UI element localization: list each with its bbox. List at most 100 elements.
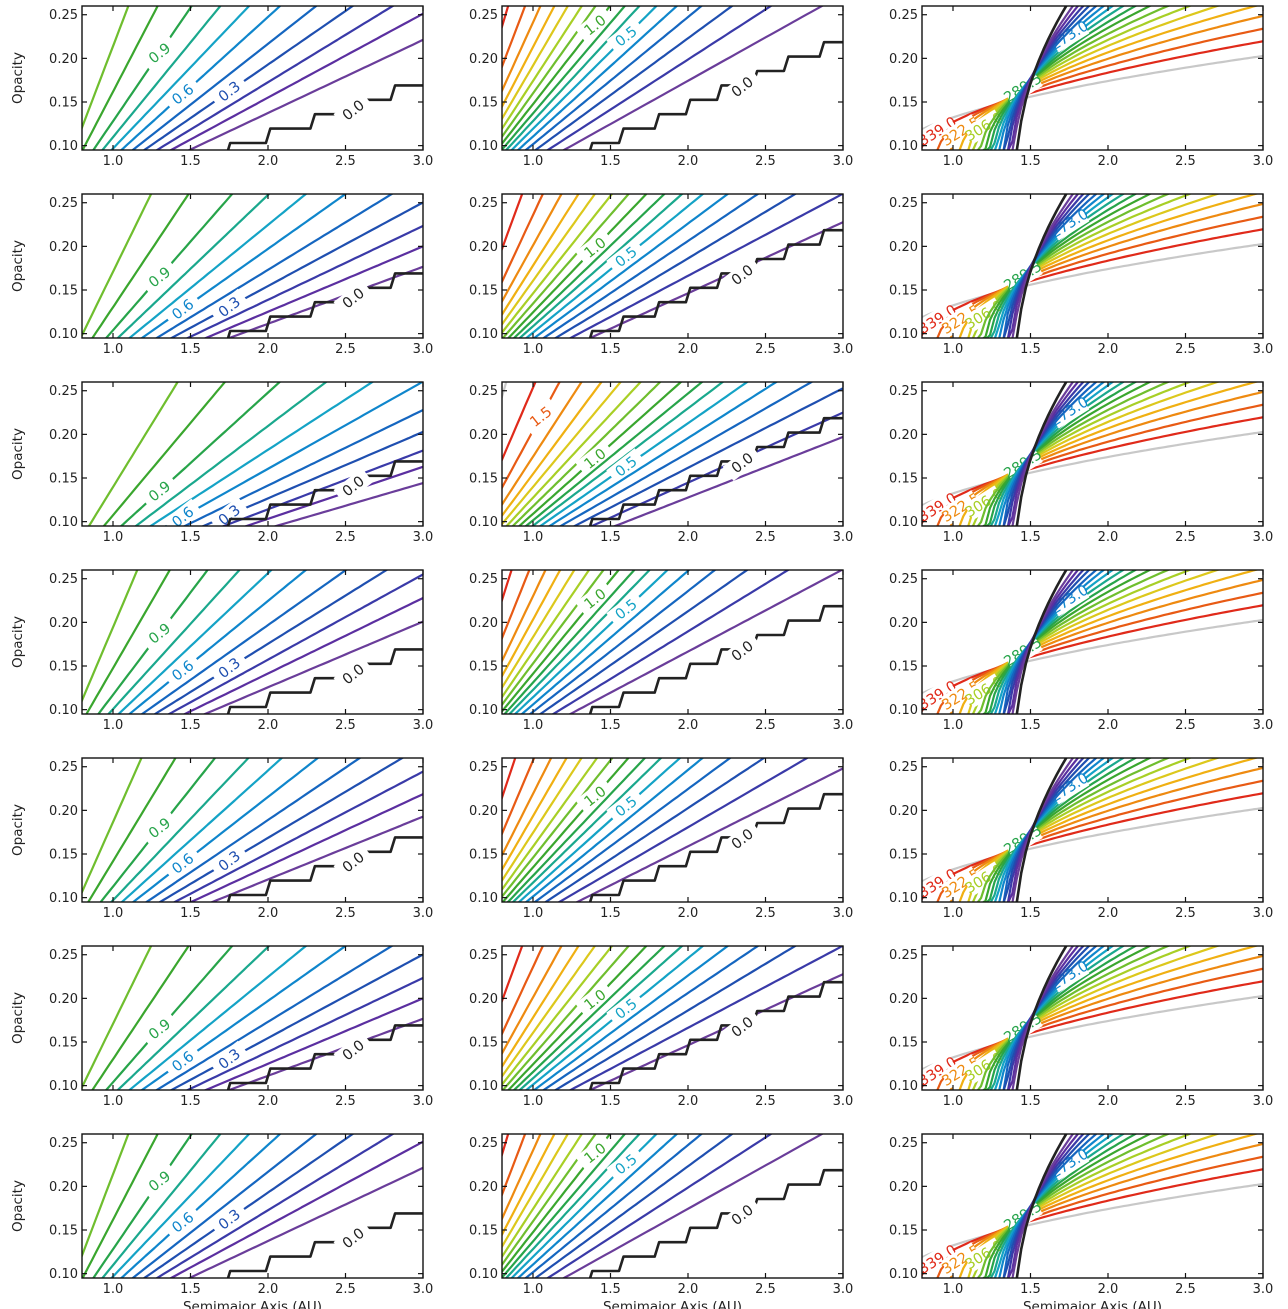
y-axis-label: Opacity [10, 428, 26, 480]
x-tick-label: 2.5 [755, 154, 776, 169]
contour-line [1002, 1134, 1098, 1278]
contour-line [169, 953, 423, 1090]
contour-line [502, 6, 597, 139]
x-tick-label: 3.0 [413, 530, 434, 545]
contour-line [182, 596, 423, 714]
contour-line [1006, 946, 1085, 1090]
x-tick-label: 2.0 [258, 154, 279, 169]
contour-line [976, 570, 1171, 714]
contour-line [99, 758, 217, 902]
y-tick-label: 0.15 [889, 1224, 918, 1239]
contour-line [116, 946, 271, 1090]
x-tick-label: 1.0 [943, 154, 964, 169]
y-tick-label: 0.10 [49, 327, 78, 342]
contour-line [502, 946, 563, 1056]
y-tick-label: 0.25 [889, 760, 918, 775]
contour-line [553, 194, 798, 338]
contour-line [97, 570, 209, 714]
x-tick-label: 3.0 [833, 154, 854, 169]
contour-line [166, 573, 423, 714]
y-tick-label: 0.25 [49, 8, 78, 23]
y-tick-label: 0.15 [889, 660, 918, 675]
contour-line [568, 946, 843, 1090]
x-tick-label: 1.0 [523, 342, 544, 357]
x-tick-label: 3.0 [413, 906, 434, 921]
x-tick-label: 2.5 [755, 906, 776, 921]
panel-row1-col1: 0.90.6 0.30.01.0 1.5 2.0 2.5 3.00.100.150.200… [10, 5, 434, 169]
contour-line [936, 215, 1263, 338]
contour-line [922, 946, 1075, 1090]
x-tick-label: 2.5 [755, 1094, 776, 1109]
contour-line [102, 382, 227, 526]
y-tick-label: 0.10 [889, 1267, 918, 1282]
contour-line [1006, 570, 1085, 714]
contour-line [502, 6, 510, 31]
contour-line [502, 194, 580, 317]
contour-line [203, 997, 423, 1090]
contour-line [502, 570, 562, 679]
contour-line [989, 758, 1126, 902]
x-tick-label: 1.0 [943, 1094, 964, 1109]
contour-line [512, 194, 666, 338]
contour-line [182, 408, 423, 526]
axes-frame [81, 5, 424, 151]
contour-line [82, 1134, 159, 1278]
contour-line [110, 1134, 251, 1278]
contour-line [922, 806, 1263, 883]
contour-line [502, 382, 623, 526]
contour-line [503, 570, 636, 714]
x-tick-label: 2.0 [1098, 906, 1119, 921]
x-tick-label: 2.5 [1175, 718, 1196, 733]
contour-line [981, 758, 1153, 902]
axes-frame [501, 193, 844, 339]
x-tick-label: 3.0 [413, 154, 434, 169]
contour-line [169, 201, 423, 338]
contour-line [971, 1134, 1193, 1278]
contour-line [989, 570, 1126, 714]
x-tick-label: 1.0 [943, 906, 964, 921]
x-tick-label: 3.0 [1253, 1094, 1274, 1109]
x-tick-label: 3.0 [1253, 718, 1274, 733]
contour-line [993, 758, 1115, 902]
contour-line [502, 6, 570, 121]
x-tick-label: 1.5 [600, 906, 621, 921]
y-tick-label: 0.10 [889, 1079, 918, 1094]
contour-line [119, 1134, 282, 1278]
contour-line [127, 570, 308, 714]
y-tick-label: 0.15 [889, 848, 918, 863]
contour-line [1002, 758, 1098, 902]
y-tick-label: 0.20 [49, 1180, 78, 1195]
contour-line [506, 946, 648, 1090]
y-tick-label: 0.25 [49, 760, 78, 775]
contour-line [517, 382, 683, 526]
contour-line [993, 946, 1115, 1090]
contour-line [524, 382, 704, 526]
x-tick-label: 2.0 [258, 342, 279, 357]
y-tick-label: 0.25 [469, 760, 498, 775]
contour-line [1002, 194, 1091, 338]
contour-line [553, 946, 798, 1090]
contour-line [502, 382, 561, 490]
contour-line [119, 382, 282, 526]
y-tick-label: 0.20 [889, 616, 918, 631]
contour-line [127, 946, 308, 1090]
contour-line [502, 946, 631, 1090]
contour-line [1002, 382, 1091, 526]
contour-line [976, 382, 1171, 526]
contour-line [971, 570, 1193, 714]
contour-line [976, 194, 1171, 338]
contour-line [922, 194, 1075, 338]
contour-line [985, 758, 1138, 902]
contour-line [936, 403, 1263, 526]
contour-line [922, 228, 1263, 337]
contour-line [922, 618, 1263, 695]
contour-line [131, 758, 320, 902]
x-tick-label: 1.0 [523, 718, 544, 733]
x-tick-label: 1.0 [523, 530, 544, 545]
contour-line [981, 570, 1153, 714]
x-tick-label: 2.5 [335, 718, 356, 733]
contour-line [533, 758, 732, 902]
y-tick-label: 0.25 [889, 572, 918, 587]
